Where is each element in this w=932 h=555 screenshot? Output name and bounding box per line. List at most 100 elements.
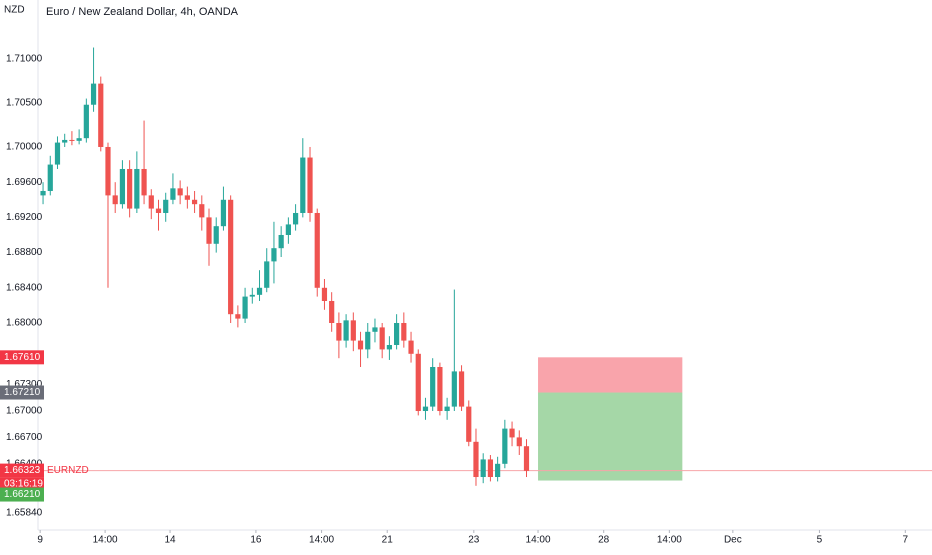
candle-body [329, 300, 335, 323]
candle-body [256, 287, 263, 295]
y-tick-label: 1.68800 [6, 247, 43, 258]
y-tick-label: 1.68000 [6, 318, 43, 329]
candle-body [458, 371, 465, 407]
candle-body [495, 463, 501, 478]
candle-body [69, 139, 75, 141]
candle-body [170, 188, 176, 200]
stop-badge: 1.67610 [4, 352, 41, 363]
candle-body [430, 367, 436, 407]
candle-body [83, 104, 89, 139]
symbol-label: EURNZD [47, 465, 89, 476]
candle-body [307, 157, 313, 213]
chart-title: Euro / New Zealand Dollar, 4h, OANDA [46, 6, 239, 18]
candle-body [408, 340, 414, 354]
candle-body [473, 441, 479, 478]
x-tick-label: 14:00 [657, 535, 682, 546]
candle-body [422, 406, 429, 412]
y-axis-label: NZD [4, 5, 25, 16]
x-tick-label: 7 [903, 535, 909, 546]
candle-body [401, 322, 407, 341]
target-badge-bg [0, 487, 44, 502]
candle-body [47, 164, 53, 191]
candle-body [357, 340, 364, 350]
x-tick-label: 14:00 [309, 535, 334, 546]
candle-body [134, 168, 140, 209]
candle-body [466, 406, 472, 442]
candle-body [127, 168, 133, 209]
candle-body [523, 446, 530, 471]
y-tick-label: 1.69200 [6, 212, 43, 223]
x-tick-label: Dec [724, 535, 742, 546]
candle-body [105, 146, 111, 196]
candle-body [40, 190, 46, 196]
candle-body [112, 195, 118, 205]
entry-badge: 1.67210 [4, 387, 41, 398]
last-price-badge-bg [0, 463, 44, 478]
candle-body [480, 459, 486, 478]
x-tick-label: 14:00 [93, 535, 118, 546]
candle-body [509, 428, 515, 438]
candle-body [141, 168, 147, 196]
candle-body [206, 217, 212, 244]
candle-body [148, 195, 154, 209]
y-tick-label: 1.71000 [6, 54, 43, 65]
candle-body [350, 320, 356, 341]
candle-body [264, 261, 270, 288]
y-tick-label: 1.66700 [6, 432, 43, 443]
candle-body [372, 327, 378, 332]
countdown: 03:16:19 [4, 479, 43, 490]
entry-badge-bg [0, 385, 44, 400]
y-tick-label: 1.69600 [6, 177, 43, 188]
candle-body [343, 320, 349, 341]
candle-body [184, 195, 190, 200]
candle-body [62, 139, 68, 143]
candle-body [336, 322, 342, 341]
candle-body [300, 157, 306, 213]
last-price-badge: 1.66323 [4, 465, 41, 476]
x-tick-label: 5 [817, 535, 823, 546]
candle-body [321, 287, 328, 301]
candle-body [386, 345, 392, 350]
candle-body [285, 224, 291, 235]
x-tick-label: 23 [468, 535, 480, 546]
candle-body [98, 83, 104, 147]
candle-body [415, 353, 421, 412]
candle-body [163, 199, 169, 213]
candle-body [278, 234, 284, 249]
y-tick-label: 1.67300 [6, 379, 43, 390]
y-tick-label: 1.70500 [6, 98, 43, 109]
candle-body [177, 188, 183, 196]
candle-body [292, 212, 299, 225]
candle-body [119, 168, 126, 205]
x-tick-label: 21 [382, 535, 394, 546]
candle-body [394, 322, 400, 346]
candle-body [155, 208, 162, 213]
candle-body [516, 437, 522, 447]
target-badge: 1.66210 [4, 489, 41, 500]
candle-body [379, 327, 385, 350]
candle-body [249, 294, 255, 297]
candle-body [191, 199, 198, 205]
y-tick-label: 1.70000 [6, 142, 43, 153]
candle-body [502, 428, 508, 464]
target-zone [538, 392, 683, 481]
candle-body [54, 142, 61, 165]
candle-body [76, 138, 82, 141]
x-tick-label: 28 [598, 535, 610, 546]
candle-body [235, 314, 241, 319]
candle-body [444, 406, 450, 412]
stop-zone [538, 357, 683, 393]
candle-body [451, 371, 457, 407]
candle-body [365, 331, 371, 350]
candle-body [242, 296, 248, 319]
stop-badge-bg [0, 350, 44, 365]
candle-body [213, 226, 219, 244]
y-tick-label: 1.65840 [6, 508, 43, 519]
candle-body [437, 367, 443, 412]
x-tick-label: 16 [250, 535, 262, 546]
y-tick-label: 1.68400 [6, 282, 43, 293]
candle-body [487, 459, 494, 478]
candle-body [220, 199, 227, 227]
candle-body [199, 204, 205, 218]
